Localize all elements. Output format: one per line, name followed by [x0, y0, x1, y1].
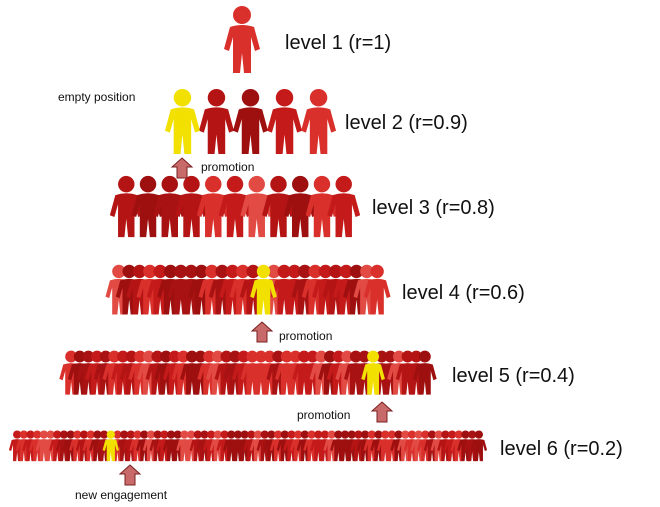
arrow: [370, 401, 394, 423]
level-label: level 5 (r=0.4): [452, 365, 575, 387]
level-label: level 1 (r=1): [285, 32, 391, 54]
level-label: level 2 (r=0.9): [345, 112, 468, 134]
people: [8, 6, 488, 462]
level-label: level 6 (r=0.2): [500, 438, 623, 460]
person: [301, 88, 337, 155]
arrow: [170, 157, 194, 179]
person: [164, 88, 200, 155]
annotation: promotion: [201, 160, 254, 174]
person: [327, 175, 361, 238]
person: [224, 6, 260, 73]
arrow: [250, 321, 274, 343]
arrow: [118, 464, 142, 486]
person: [267, 88, 303, 155]
level-label: level 3 (r=0.8): [372, 197, 495, 219]
person: [198, 88, 234, 155]
level-label: level 4 (r=0.6): [402, 282, 525, 304]
annotation: new engagement: [75, 488, 168, 502]
annotation: promotion: [279, 329, 332, 343]
arrows: [118, 157, 394, 486]
annotation: empty position: [58, 90, 135, 104]
person: [233, 88, 268, 155]
annotation: promotion: [297, 408, 350, 422]
